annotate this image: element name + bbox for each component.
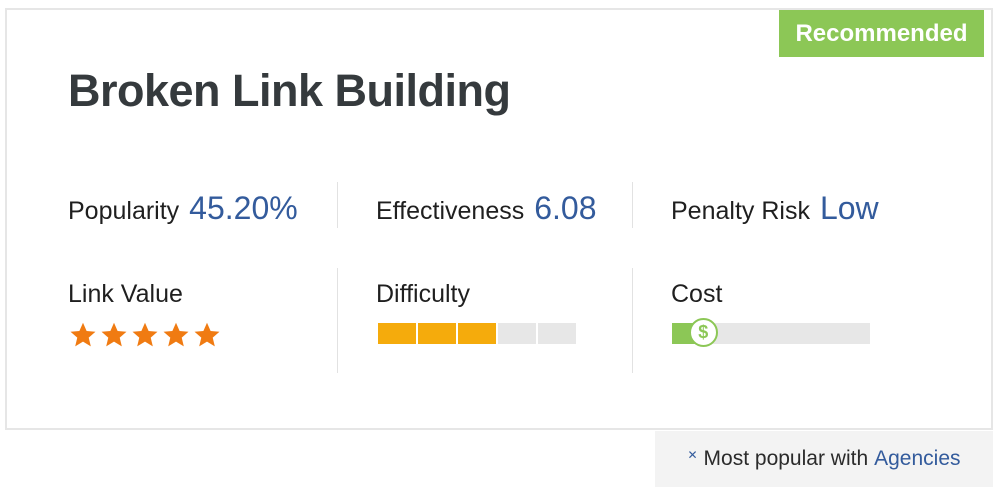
dollar-icon: $ [688,318,718,347]
cost-bar: $ [672,318,870,347]
divider [632,182,633,228]
star-icon [101,322,127,347]
difficulty-segment [458,323,496,344]
recommended-badge: Recommended [779,10,984,57]
star-icon [132,322,158,347]
penalty-risk-value: Low [819,190,879,226]
link-value-label: Link Value [68,280,183,308]
popularity-label: Popularity [68,197,180,225]
cost-label: Cost [671,280,723,308]
difficulty-label: Difficulty [376,280,471,308]
difficulty-segment [538,323,576,344]
penalty-risk-label: Penalty Risk [671,197,810,225]
link-value-stars [69,321,224,349]
star-icon [163,322,189,347]
effectiveness-metric: Effectiveness 6.08 [376,190,597,227]
star-icon [70,322,96,347]
effectiveness-value: 6.08 [534,190,597,226]
strategy-title: Broken Link Building [68,65,511,116]
popularity-metric: Popularity 45.20% [68,190,298,227]
difficulty-segment [498,323,536,344]
star-icon [194,322,220,347]
agencies-link[interactable]: Agencies [874,447,961,470]
close-icon: ✕ [687,448,698,462]
popularity-value: 45.20% [189,190,298,226]
difficulty-segment [418,323,456,344]
effectiveness-label: Effectiveness [376,197,525,225]
difficulty-bar [378,323,578,344]
divider [337,268,338,373]
divider [632,268,633,373]
penalty-risk-metric: Penalty Risk Low [671,190,879,227]
difficulty-segment [378,323,416,344]
footer-prefix: Most popular with [703,447,869,470]
divider [337,182,338,228]
footer-note: ✕ Most popular with Agencies [655,431,993,487]
strategy-card: Recommended Broken Link Building Popular… [5,8,993,430]
